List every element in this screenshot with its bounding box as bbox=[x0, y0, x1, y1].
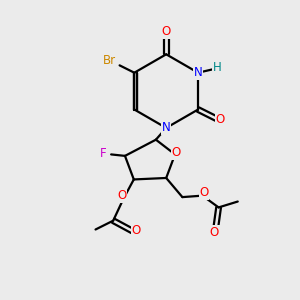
Text: Br: Br bbox=[103, 54, 116, 67]
Text: O: O bbox=[215, 113, 225, 126]
Text: N: N bbox=[162, 122, 171, 134]
Text: O: O bbox=[162, 25, 171, 38]
Text: N: N bbox=[194, 66, 203, 79]
Text: O: O bbox=[199, 186, 208, 199]
Text: O: O bbox=[131, 224, 140, 238]
Text: O: O bbox=[210, 226, 219, 239]
Text: O: O bbox=[172, 146, 181, 159]
Text: F: F bbox=[100, 147, 106, 160]
Text: O: O bbox=[117, 189, 127, 202]
Text: H: H bbox=[212, 61, 221, 74]
